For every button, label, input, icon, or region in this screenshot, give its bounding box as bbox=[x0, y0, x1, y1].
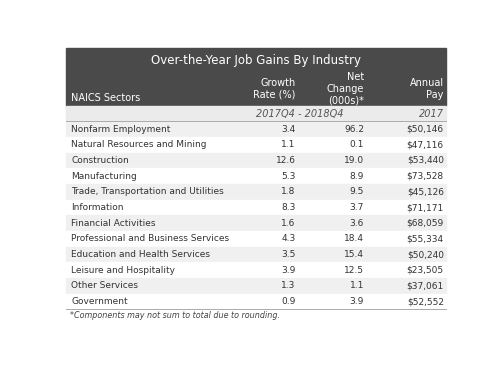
Text: 12.5: 12.5 bbox=[344, 266, 364, 275]
Text: 1.1: 1.1 bbox=[350, 281, 364, 290]
Bar bbox=[66, 231, 446, 247]
Bar bbox=[66, 262, 446, 278]
Bar bbox=[66, 247, 446, 262]
Text: $47,116: $47,116 bbox=[406, 140, 444, 149]
Text: Natural Resources and Mining: Natural Resources and Mining bbox=[71, 140, 206, 149]
Text: 8.9: 8.9 bbox=[350, 172, 364, 181]
Text: 3.9: 3.9 bbox=[282, 266, 296, 275]
Text: 0.1: 0.1 bbox=[350, 140, 364, 149]
Text: Growth
Rate (%): Growth Rate (%) bbox=[254, 78, 296, 100]
Bar bbox=[66, 121, 446, 137]
Text: Trade, Transportation and Utilities: Trade, Transportation and Utilities bbox=[71, 187, 224, 196]
Text: 5.3: 5.3 bbox=[282, 172, 296, 181]
Text: Government: Government bbox=[71, 297, 128, 306]
Text: Nonfarm Employment: Nonfarm Employment bbox=[71, 125, 170, 133]
Text: Over-the-Year Job Gains By Industry: Over-the-Year Job Gains By Industry bbox=[151, 54, 361, 67]
Text: $73,528: $73,528 bbox=[406, 172, 444, 181]
Bar bbox=[66, 215, 446, 231]
Bar bbox=[66, 106, 446, 121]
Text: Professional and Business Services: Professional and Business Services bbox=[71, 234, 229, 244]
Text: $55,334: $55,334 bbox=[406, 234, 444, 244]
Bar bbox=[66, 294, 446, 310]
Text: 19.0: 19.0 bbox=[344, 156, 364, 165]
Text: 3.9: 3.9 bbox=[350, 297, 364, 306]
Text: 1.6: 1.6 bbox=[282, 219, 296, 228]
Text: $50,146: $50,146 bbox=[406, 125, 444, 133]
Text: 0.9: 0.9 bbox=[282, 297, 296, 306]
Text: 2017Q4 - 2018Q4: 2017Q4 - 2018Q4 bbox=[256, 109, 344, 119]
Text: 8.3: 8.3 bbox=[282, 203, 296, 212]
Bar bbox=[66, 168, 446, 184]
Text: Information: Information bbox=[71, 203, 124, 212]
Text: Other Services: Other Services bbox=[71, 281, 138, 290]
Text: 1.8: 1.8 bbox=[282, 187, 296, 196]
Text: Leisure and Hospitality: Leisure and Hospitality bbox=[71, 266, 175, 275]
Text: $68,059: $68,059 bbox=[406, 219, 444, 228]
Text: 15.4: 15.4 bbox=[344, 250, 364, 259]
Text: Net
Change
(000s)*: Net Change (000s)* bbox=[326, 72, 364, 106]
Text: $71,171: $71,171 bbox=[406, 203, 444, 212]
Text: 3.5: 3.5 bbox=[282, 250, 296, 259]
Text: $52,552: $52,552 bbox=[407, 297, 444, 306]
Bar bbox=[66, 72, 446, 106]
Text: 96.2: 96.2 bbox=[344, 125, 364, 133]
Text: 12.6: 12.6 bbox=[276, 156, 295, 165]
Text: $23,505: $23,505 bbox=[406, 266, 444, 275]
Text: 1.1: 1.1 bbox=[282, 140, 296, 149]
Bar bbox=[66, 153, 446, 168]
Text: 18.4: 18.4 bbox=[344, 234, 364, 244]
Text: 9.5: 9.5 bbox=[350, 187, 364, 196]
Text: Annual
Pay: Annual Pay bbox=[410, 78, 444, 100]
Text: $50,240: $50,240 bbox=[407, 250, 444, 259]
Text: 1.3: 1.3 bbox=[282, 281, 296, 290]
Text: NAICS Sectors: NAICS Sectors bbox=[71, 93, 140, 103]
Bar bbox=[66, 278, 446, 294]
Text: 2017: 2017 bbox=[419, 109, 444, 119]
Text: 3.6: 3.6 bbox=[350, 219, 364, 228]
Text: Construction: Construction bbox=[71, 156, 129, 165]
Text: $37,061: $37,061 bbox=[406, 281, 444, 290]
Text: Education and Health Services: Education and Health Services bbox=[71, 250, 210, 259]
Bar bbox=[66, 184, 446, 200]
Text: *Components may not sum to total due to rounding.: *Components may not sum to total due to … bbox=[70, 311, 280, 320]
Bar bbox=[66, 48, 446, 72]
Text: 4.3: 4.3 bbox=[282, 234, 296, 244]
Text: Manufacturing: Manufacturing bbox=[71, 172, 137, 181]
Text: Financial Activities: Financial Activities bbox=[71, 219, 156, 228]
Bar bbox=[66, 137, 446, 153]
Text: $53,440: $53,440 bbox=[407, 156, 444, 165]
Bar bbox=[66, 200, 446, 215]
Text: 3.4: 3.4 bbox=[282, 125, 296, 133]
Text: 3.7: 3.7 bbox=[350, 203, 364, 212]
Text: $45,126: $45,126 bbox=[407, 187, 444, 196]
